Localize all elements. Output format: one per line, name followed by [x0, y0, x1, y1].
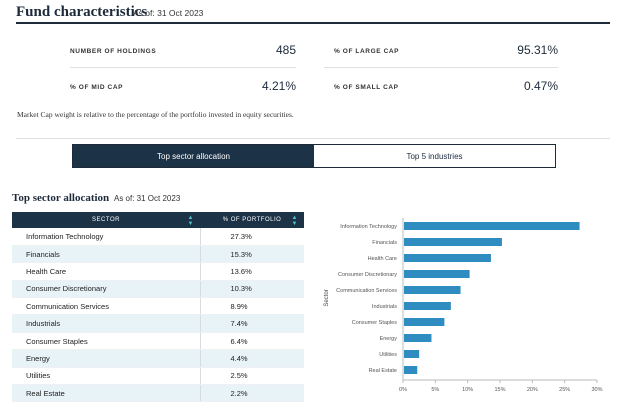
- sector-bar-chart: Information Technology Financials Health C…: [324, 218, 603, 393]
- bar-industrials: [404, 302, 451, 310]
- table-row: Consumer Discretionary 10.3%: [12, 280, 304, 299]
- x-tick-label: 15%: [494, 387, 505, 393]
- sector-percent-cell: 2.5%: [199, 367, 304, 386]
- column-header-label: % OF PORTFOLIO: [222, 217, 282, 223]
- bar-real-estate: [404, 366, 418, 374]
- y-tick-label: Financials: [372, 240, 397, 246]
- stat-label: % OF SMALL CAP: [334, 84, 399, 91]
- allocation-tabs: Top sector allocation Top 5 industries: [72, 144, 556, 168]
- bar-communication-services: [404, 286, 461, 294]
- y-tick-label: Energy: [380, 336, 398, 342]
- table-row: Real Estate 2.2%: [12, 384, 304, 403]
- sector-name-cell: Industrials: [12, 314, 200, 333]
- sector-name-cell: Consumer Staples: [12, 332, 200, 351]
- fund-characteristics-header: Fund characteristics As of: 31 Oct 2023: [16, 4, 610, 24]
- bar-consumer-discretionary: [404, 270, 470, 278]
- fund-characteristics-title: Fund characteristics: [16, 4, 148, 20]
- sector-percent-cell: 4.4%: [199, 349, 304, 368]
- y-tick-label: Communication Services: [336, 288, 397, 294]
- stat-label: % OF LARGE CAP: [334, 48, 400, 55]
- sector-name-cell: Financials: [12, 245, 200, 264]
- x-tick-label: 0%: [399, 387, 407, 393]
- sector-percent-cell: 2.2%: [199, 384, 304, 403]
- sort-icon[interactable]: ▲ ▼: [291, 215, 298, 227]
- bar-utilities: [404, 350, 420, 358]
- fund-characteristics-as-of: As of: 31 Oct 2023: [133, 8, 204, 18]
- stat-large-cap: % OF LARGE CAP 95.31%: [324, 34, 558, 68]
- table-row: Financials 15.3%: [12, 245, 304, 264]
- sector-percent-cell: 27.3%: [199, 228, 304, 246]
- sector-allocation-table: SECTOR ▲ ▼ % OF PORTFOLIO ▲ ▼ Information …: [12, 212, 304, 403]
- x-tick-label: 20%: [527, 387, 538, 393]
- sector-name-cell: Utilities: [12, 367, 200, 386]
- sector-percent-cell: 13.6%: [199, 262, 304, 281]
- stat-value: 485: [275, 43, 296, 57]
- sector-name-cell: Consumer Discretionary: [12, 280, 200, 299]
- tab-top-sector-allocation[interactable]: Top sector allocation: [73, 145, 314, 167]
- sector-percent-cell: 15.3%: [199, 245, 304, 264]
- bar-financials: [404, 238, 502, 246]
- stat-value: 4.21%: [261, 79, 296, 93]
- sector-name-cell: Energy: [12, 349, 200, 368]
- table-row: Health Care 13.6%: [12, 262, 304, 281]
- y-tick-label: Consumer Staples: [352, 320, 397, 326]
- table-row: Communication Services 8.9%: [12, 297, 304, 316]
- bar-information-technology: [404, 222, 580, 230]
- stat-label: NUMBER OF HOLDINGS: [70, 48, 157, 55]
- table-row: Information Technology 27.3%: [12, 228, 304, 246]
- y-tick-label: Utilities: [379, 352, 397, 358]
- x-tick-label: 30%: [591, 387, 602, 393]
- y-tick-label: Industrials: [372, 304, 397, 310]
- stat-value: 95.31%: [517, 43, 558, 57]
- x-tick-label: 25%: [559, 387, 570, 393]
- table-row: Energy 4.4%: [12, 349, 304, 368]
- column-header-label: SECTOR: [92, 217, 120, 223]
- x-tick-label: 5%: [431, 387, 439, 393]
- bar-consumer-staples: [404, 318, 445, 326]
- sector-name-cell: Real Estate: [12, 384, 200, 403]
- y-tick-label: Consumer Discretionary: [338, 272, 397, 278]
- y-tick-label: Real Estate: [369, 368, 397, 374]
- bar-health-care: [404, 254, 491, 262]
- bar-energy: [404, 334, 432, 342]
- y-tick-label: Health Care: [368, 256, 397, 262]
- sector-percent-cell: 10.3%: [199, 280, 304, 299]
- market-cap-footnote: Market Cap weight is relative to the per…: [17, 110, 294, 119]
- x-tick-label: 10%: [462, 387, 473, 393]
- sector-percent-cell: 6.4%: [199, 332, 304, 351]
- sector-allocation-as-of: As of: 31 Oct 2023: [114, 194, 181, 203]
- sector-name-cell: Information Technology: [12, 228, 200, 246]
- table-row: Utilities 2.5%: [12, 367, 304, 386]
- stat-mid-cap: % OF MID CAP 4.21%: [70, 70, 296, 104]
- table-row: Consumer Staples 6.4%: [12, 332, 304, 351]
- sector-percent-cell: 7.4%: [199, 314, 304, 333]
- sector-allocation-title: Top sector allocation: [12, 192, 110, 204]
- table-header-row: SECTOR ▲ ▼ % OF PORTFOLIO ▲ ▼: [12, 212, 304, 228]
- stat-label: % OF MID CAP: [70, 84, 124, 91]
- section-divider: [16, 138, 610, 139]
- y-axis-label: Sector: [324, 289, 330, 306]
- sort-icon[interactable]: ▲ ▼: [187, 215, 194, 227]
- tab-top-5-industries[interactable]: Top 5 industries: [314, 145, 555, 167]
- stat-number-of-holdings: NUMBER OF HOLDINGS 485: [70, 34, 296, 68]
- sector-name-cell: Health Care: [12, 262, 200, 281]
- column-header-percent[interactable]: % OF PORTFOLIO ▲ ▼: [200, 212, 304, 228]
- sector-percent-cell: 8.9%: [199, 297, 304, 316]
- stat-small-cap: % OF SMALL CAP 0.47%: [324, 70, 558, 104]
- sector-name-cell: Communication Services: [12, 297, 200, 316]
- column-header-sector[interactable]: SECTOR ▲ ▼: [12, 212, 200, 228]
- stat-value: 0.47%: [523, 79, 558, 93]
- table-row: Industrials 7.4%: [12, 314, 304, 333]
- y-tick-label: Information Technology: [340, 224, 397, 230]
